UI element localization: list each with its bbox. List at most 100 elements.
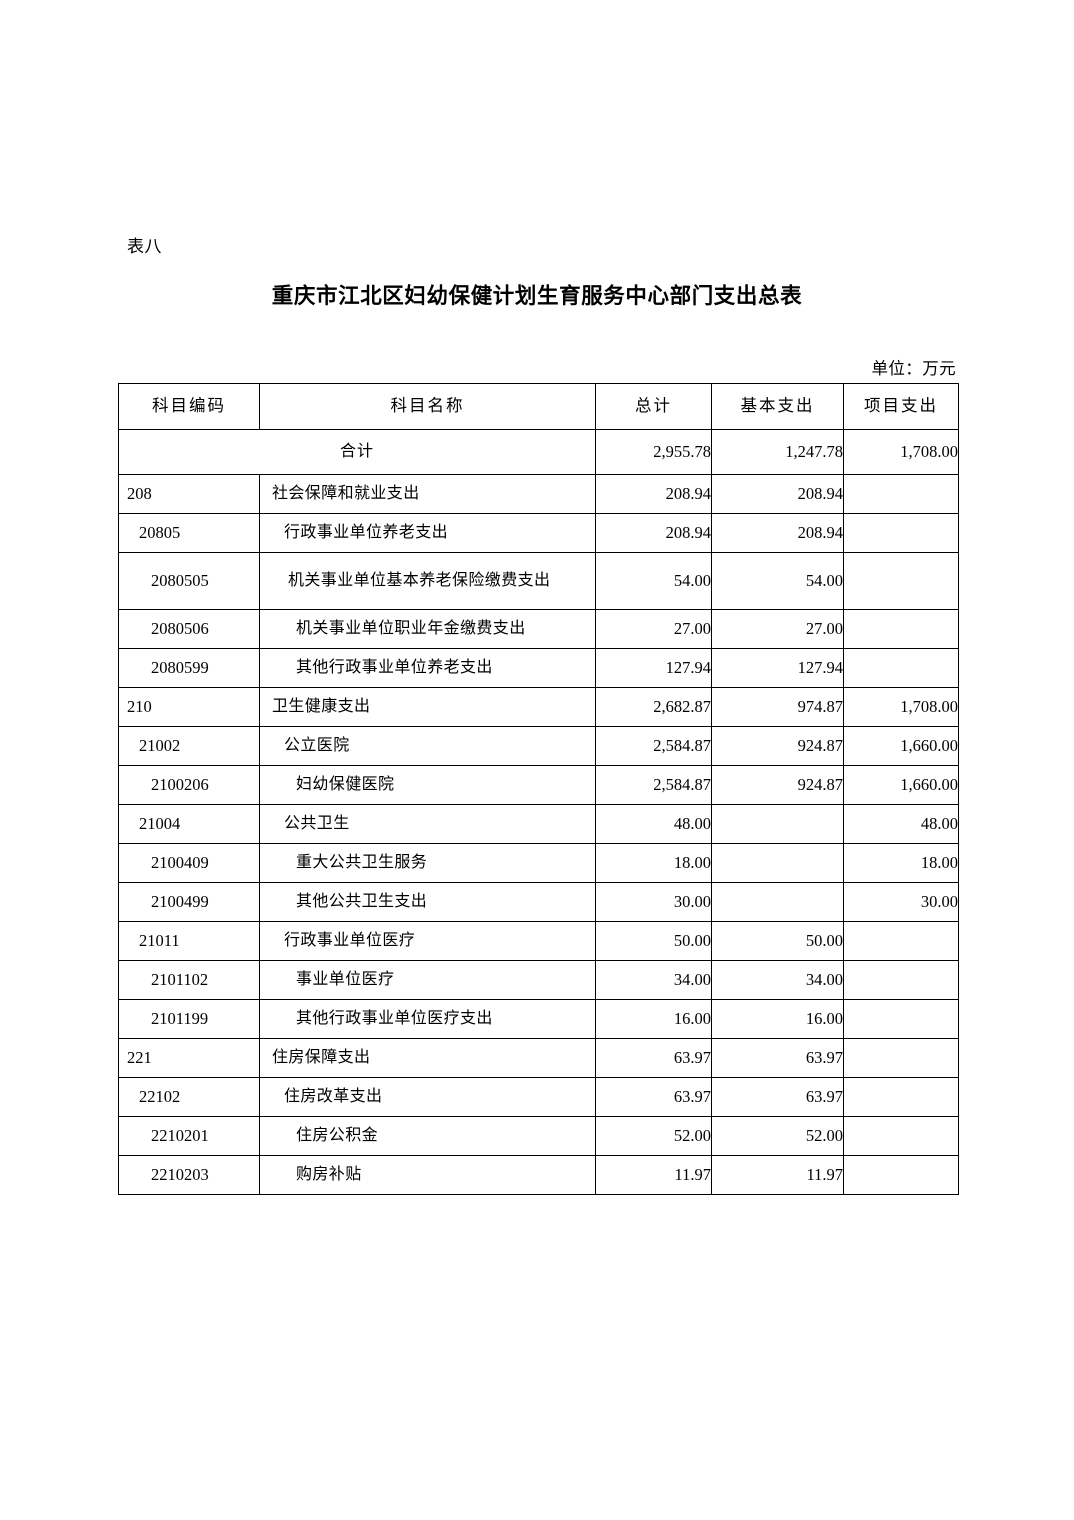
header-row: 科目编码 科目名称 总计 基本支出 项目支出 xyxy=(118,383,959,430)
cell-code: 2080505 xyxy=(118,552,260,610)
cell-proj xyxy=(843,921,959,961)
cell-proj xyxy=(843,513,959,553)
table-row: 2080506 机关事业单位职业年金缴费支出 27.00 27.00 xyxy=(118,609,959,649)
cell-basic: 34.00 xyxy=(711,960,844,1000)
cell-proj xyxy=(843,960,959,1000)
cell-code: 21004 xyxy=(118,804,260,844)
cell-proj xyxy=(843,552,959,610)
table-header: 科目编码 科目名称 总计 基本支出 项目支出 xyxy=(118,383,959,430)
cell-code: 2100409 xyxy=(118,843,260,883)
cell-basic: 11.97 xyxy=(711,1155,844,1195)
cell-name: 机关事业单位基本养老保险缴费支出 xyxy=(259,552,596,610)
table-row: 2101102 事业单位医疗 34.00 34.00 xyxy=(118,960,959,1000)
column-header-basic: 基本支出 xyxy=(711,383,844,430)
cell-total: 27.00 xyxy=(595,609,712,649)
cell-name: 行政事业单位养老支出 xyxy=(259,513,596,553)
cell-proj xyxy=(843,474,959,514)
cell-name: 购房补贴 xyxy=(259,1155,596,1195)
cell-basic: 127.94 xyxy=(711,648,844,688)
cell-code: 20805 xyxy=(118,513,260,553)
cell-proj xyxy=(843,1077,959,1117)
cell-total: 30.00 xyxy=(595,882,712,922)
table-row: 21002 公立医院 2,584.87 924.87 1,660.00 xyxy=(118,726,959,766)
cell-code: 21011 xyxy=(118,921,260,961)
cell-total: 52.00 xyxy=(595,1116,712,1156)
column-header-code: 科目编码 xyxy=(118,383,260,430)
table-row: 2210201 住房公积金 52.00 52.00 xyxy=(118,1116,959,1156)
cell-basic: 52.00 xyxy=(711,1116,844,1156)
cell-name: 卫生健康支出 xyxy=(259,687,596,727)
cell-basic: 54.00 xyxy=(711,552,844,610)
total-row-basic: 1,247.78 xyxy=(711,429,844,475)
cell-proj xyxy=(843,609,959,649)
cell-basic: 974.87 xyxy=(711,687,844,727)
cell-basic xyxy=(711,804,844,844)
cell-basic: 50.00 xyxy=(711,921,844,961)
cell-name: 行政事业单位医疗 xyxy=(259,921,596,961)
cell-name: 公共卫生 xyxy=(259,804,596,844)
cell-basic: 208.94 xyxy=(711,474,844,514)
column-header-proj: 项目支出 xyxy=(843,383,959,430)
total-row-proj: 1,708.00 xyxy=(843,429,959,475)
table-row: 22102 住房改革支出 63.97 63.97 xyxy=(118,1077,959,1117)
cell-code: 2080599 xyxy=(118,648,260,688)
table-row: 2210203 购房补贴 11.97 11.97 xyxy=(118,1155,959,1195)
cell-total: 54.00 xyxy=(595,552,712,610)
cell-basic: 924.87 xyxy=(711,726,844,766)
cell-code: 2210201 xyxy=(118,1116,260,1156)
cell-total: 63.97 xyxy=(595,1038,712,1078)
cell-total: 63.97 xyxy=(595,1077,712,1117)
cell-basic: 208.94 xyxy=(711,513,844,553)
table-body: 合计 2,955.78 1,247.78 1,708.00 208 社会保障和就业… xyxy=(118,429,959,1195)
cell-code: 21002 xyxy=(118,726,260,766)
cell-basic xyxy=(711,843,844,883)
cell-total: 127.94 xyxy=(595,648,712,688)
cell-proj: 1,660.00 xyxy=(843,765,959,805)
cell-code: 2080506 xyxy=(118,609,260,649)
cell-total: 2,584.87 xyxy=(595,726,712,766)
table-row: 2080599 其他行政事业单位养老支出 127.94 127.94 xyxy=(118,648,959,688)
cell-proj xyxy=(843,648,959,688)
total-row-label: 合计 xyxy=(118,429,596,475)
cell-proj: 18.00 xyxy=(843,843,959,883)
budget-table-container: 科目编码 科目名称 总计 基本支出 项目支出 合计 2,955.78 1,247… xyxy=(118,383,959,1195)
cell-total: 208.94 xyxy=(595,474,712,514)
cell-total: 16.00 xyxy=(595,999,712,1039)
cell-name: 社会保障和就业支出 xyxy=(259,474,596,514)
column-header-name: 科目名称 xyxy=(259,383,596,430)
table-row: 2100206 妇幼保健医院 2,584.87 924.87 1,660.00 xyxy=(118,765,959,805)
table-row-total: 合计 2,955.78 1,247.78 1,708.00 xyxy=(118,429,959,475)
cell-name: 住房改革支出 xyxy=(259,1077,596,1117)
cell-name: 其他行政事业单位养老支出 xyxy=(259,648,596,688)
cell-name: 住房公积金 xyxy=(259,1116,596,1156)
table-row: 2100409 重大公共卫生服务 18.00 18.00 xyxy=(118,843,959,883)
cell-total: 50.00 xyxy=(595,921,712,961)
cell-proj: 48.00 xyxy=(843,804,959,844)
cell-code: 2101102 xyxy=(118,960,260,1000)
page-title: 重庆市江北区妇幼保健计划生育服务中心部门支出总表 xyxy=(271,284,803,308)
cell-name: 妇幼保健医院 xyxy=(259,765,596,805)
cell-basic: 63.97 xyxy=(711,1038,844,1078)
cell-name: 其他行政事业单位医疗支出 xyxy=(259,999,596,1039)
cell-code: 2100206 xyxy=(118,765,260,805)
unit-note: 单位：万元 xyxy=(871,359,956,378)
cell-proj xyxy=(843,999,959,1039)
cell-code: 208 xyxy=(118,474,260,514)
cell-name: 事业单位医疗 xyxy=(259,960,596,1000)
cell-name: 住房保障支出 xyxy=(259,1038,596,1078)
total-row-total: 2,955.78 xyxy=(595,429,712,475)
cell-proj xyxy=(843,1116,959,1156)
cell-total: 208.94 xyxy=(595,513,712,553)
cell-code: 210 xyxy=(118,687,260,727)
cell-basic xyxy=(711,882,844,922)
cell-proj: 30.00 xyxy=(843,882,959,922)
cell-total: 2,682.87 xyxy=(595,687,712,727)
cell-total: 2,584.87 xyxy=(595,765,712,805)
table-row: 2100499 其他公共卫生支出 30.00 30.00 xyxy=(118,882,959,922)
cell-name: 机关事业单位职业年金缴费支出 xyxy=(259,609,596,649)
cell-proj xyxy=(843,1155,959,1195)
cell-proj: 1,660.00 xyxy=(843,726,959,766)
cell-total: 11.97 xyxy=(595,1155,712,1195)
cell-code: 22102 xyxy=(118,1077,260,1117)
